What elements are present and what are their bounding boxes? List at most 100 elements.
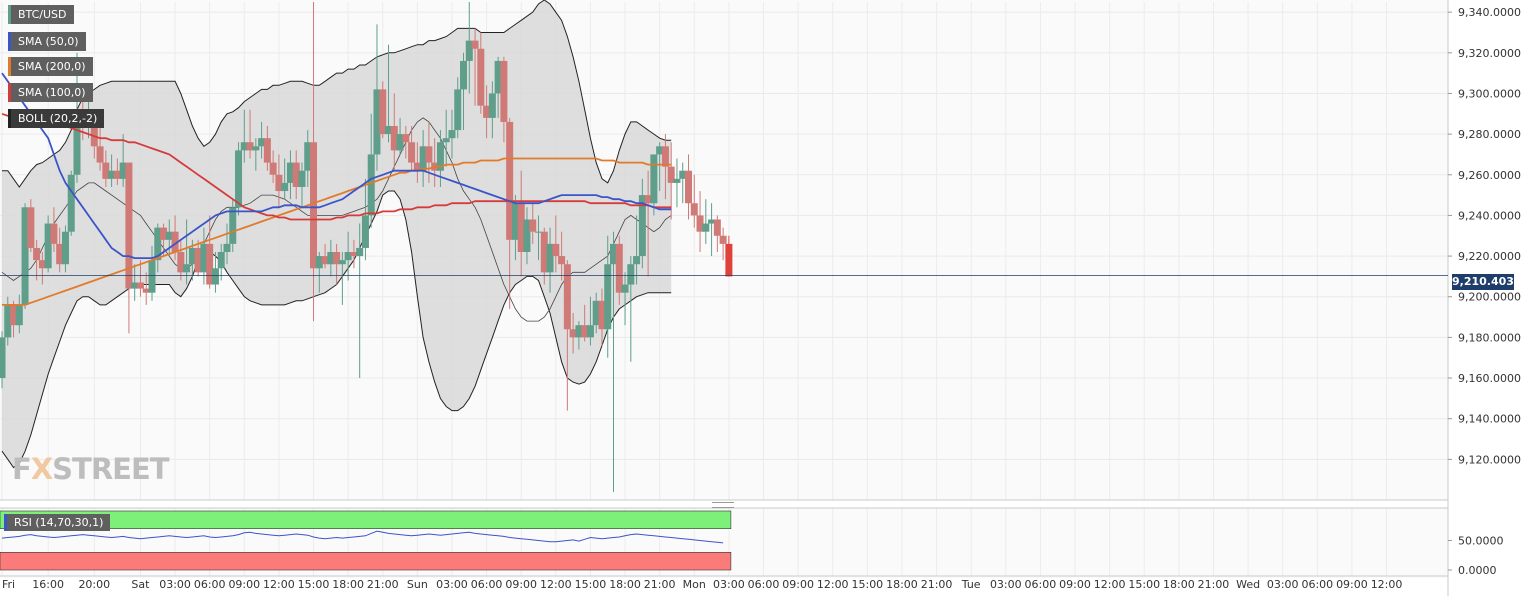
candle-body bbox=[229, 207, 237, 244]
candle bbox=[194, 239, 202, 277]
candle-body bbox=[569, 329, 577, 338]
x-tick-label: 03:00 bbox=[1267, 578, 1299, 591]
x-tick-label: 03:00 bbox=[436, 578, 468, 591]
candle bbox=[627, 256, 635, 362]
candle-body bbox=[615, 243, 623, 293]
candle-body bbox=[379, 89, 387, 135]
x-tick-label: 20:00 bbox=[78, 578, 110, 591]
candle bbox=[535, 215, 543, 261]
candle-body bbox=[177, 252, 185, 273]
candle-body bbox=[621, 284, 629, 293]
candle-body bbox=[552, 243, 560, 257]
candle bbox=[38, 252, 46, 285]
candle bbox=[442, 109, 450, 167]
x-tick-label: Sun bbox=[407, 578, 428, 591]
x-tick-label: 21:00 bbox=[1198, 578, 1230, 591]
x-axis: Fri 16:00 20:00 Sat 03:00 06:00 09:00 12:00 15:0… bbox=[0, 575, 1448, 591]
x-tick-label: Sat bbox=[131, 578, 150, 591]
candle bbox=[523, 207, 531, 265]
legend-rsi[interactable]: RSI (14,70,30,1) bbox=[4, 514, 111, 531]
candle bbox=[15, 294, 23, 334]
candle-body bbox=[529, 219, 537, 232]
candle-body bbox=[656, 146, 664, 155]
symbol-swatch bbox=[8, 5, 11, 24]
candle bbox=[200, 227, 208, 285]
candle-body bbox=[535, 231, 543, 233]
candle bbox=[685, 154, 693, 220]
candle-body bbox=[708, 219, 716, 224]
candle bbox=[396, 117, 404, 155]
candle bbox=[361, 178, 369, 261]
candle-body bbox=[563, 264, 571, 330]
candle-body bbox=[240, 142, 248, 151]
candle bbox=[344, 231, 352, 281]
candle bbox=[656, 142, 664, 192]
candle bbox=[356, 223, 364, 379]
legend-sma50-text: SMA (50,0) bbox=[18, 35, 79, 48]
candle bbox=[44, 215, 52, 273]
x-tick-label: 21:00 bbox=[367, 578, 399, 591]
candle bbox=[471, 28, 479, 106]
candle-body bbox=[633, 256, 641, 265]
candle-body bbox=[183, 264, 191, 273]
candle-body bbox=[356, 247, 364, 257]
x-tick-label: 12:00 bbox=[263, 578, 295, 591]
candle bbox=[373, 24, 381, 171]
x-tick-label: 21:00 bbox=[921, 578, 953, 591]
legend-boll-swatch bbox=[8, 109, 11, 128]
x-tick-label: 06:00 bbox=[471, 578, 503, 591]
candle-body bbox=[361, 215, 369, 248]
y-tick-label: 9,220.0000 bbox=[1458, 250, 1521, 263]
candlesticks bbox=[0, 2, 733, 492]
candle bbox=[61, 225, 69, 273]
candle-body bbox=[67, 174, 75, 232]
candle bbox=[281, 158, 289, 200]
candle bbox=[390, 93, 398, 171]
panel-resize-handle[interactable] bbox=[712, 502, 734, 508]
candle bbox=[165, 219, 173, 257]
candle bbox=[304, 130, 312, 187]
rsi-tick-label: 0.0000 bbox=[1458, 564, 1497, 577]
candle bbox=[448, 109, 456, 159]
candle bbox=[702, 199, 710, 244]
candle bbox=[338, 252, 346, 305]
candle-body bbox=[263, 138, 271, 163]
legend-sma200[interactable]: SMA (200,0) bbox=[8, 57, 93, 76]
candle-body bbox=[15, 304, 23, 326]
candle bbox=[321, 243, 329, 269]
legend-boll[interactable]: BOLL (20,2,-2) bbox=[8, 109, 105, 128]
candle-body bbox=[4, 304, 12, 338]
legend-sma200-text: SMA (200,0) bbox=[18, 60, 86, 73]
candle-body bbox=[592, 300, 600, 326]
candle-body bbox=[142, 288, 150, 293]
candle bbox=[108, 154, 116, 187]
x-tick-label: 15:00 bbox=[575, 578, 607, 591]
candle-body bbox=[154, 227, 162, 261]
boll-upper-line bbox=[2, 0, 672, 188]
x-tick-label: 15:00 bbox=[298, 578, 330, 591]
candle bbox=[465, 2, 473, 94]
x-tick-label: 12:00 bbox=[817, 578, 849, 591]
y-axis: 9,340.0000 9,320.0000 9,300.0000 9,280.0000… bbox=[1448, 6, 1521, 577]
y-tick-label: 9,140.0000 bbox=[1458, 413, 1521, 426]
candle-body bbox=[56, 243, 64, 265]
candle-body bbox=[488, 93, 496, 118]
symbol-label[interactable]: BTC/USD bbox=[8, 5, 74, 24]
candle-body bbox=[310, 142, 318, 269]
candle bbox=[131, 264, 139, 301]
x-tick-label: 18:00 bbox=[332, 578, 364, 591]
candle-body bbox=[211, 268, 219, 285]
candle bbox=[327, 239, 335, 277]
candle bbox=[310, 2, 318, 322]
candle-body bbox=[546, 243, 554, 273]
candle bbox=[56, 227, 64, 273]
candle bbox=[719, 227, 727, 261]
candle bbox=[563, 260, 571, 411]
candle bbox=[148, 245, 156, 301]
candle-body bbox=[275, 174, 283, 192]
legend-sma100[interactable]: SMA (100,0) bbox=[8, 83, 93, 102]
legend-sma50[interactable]: SMA (50,0) bbox=[8, 32, 86, 51]
candle bbox=[275, 154, 283, 208]
x-tick-label: 15:00 bbox=[1128, 578, 1160, 591]
